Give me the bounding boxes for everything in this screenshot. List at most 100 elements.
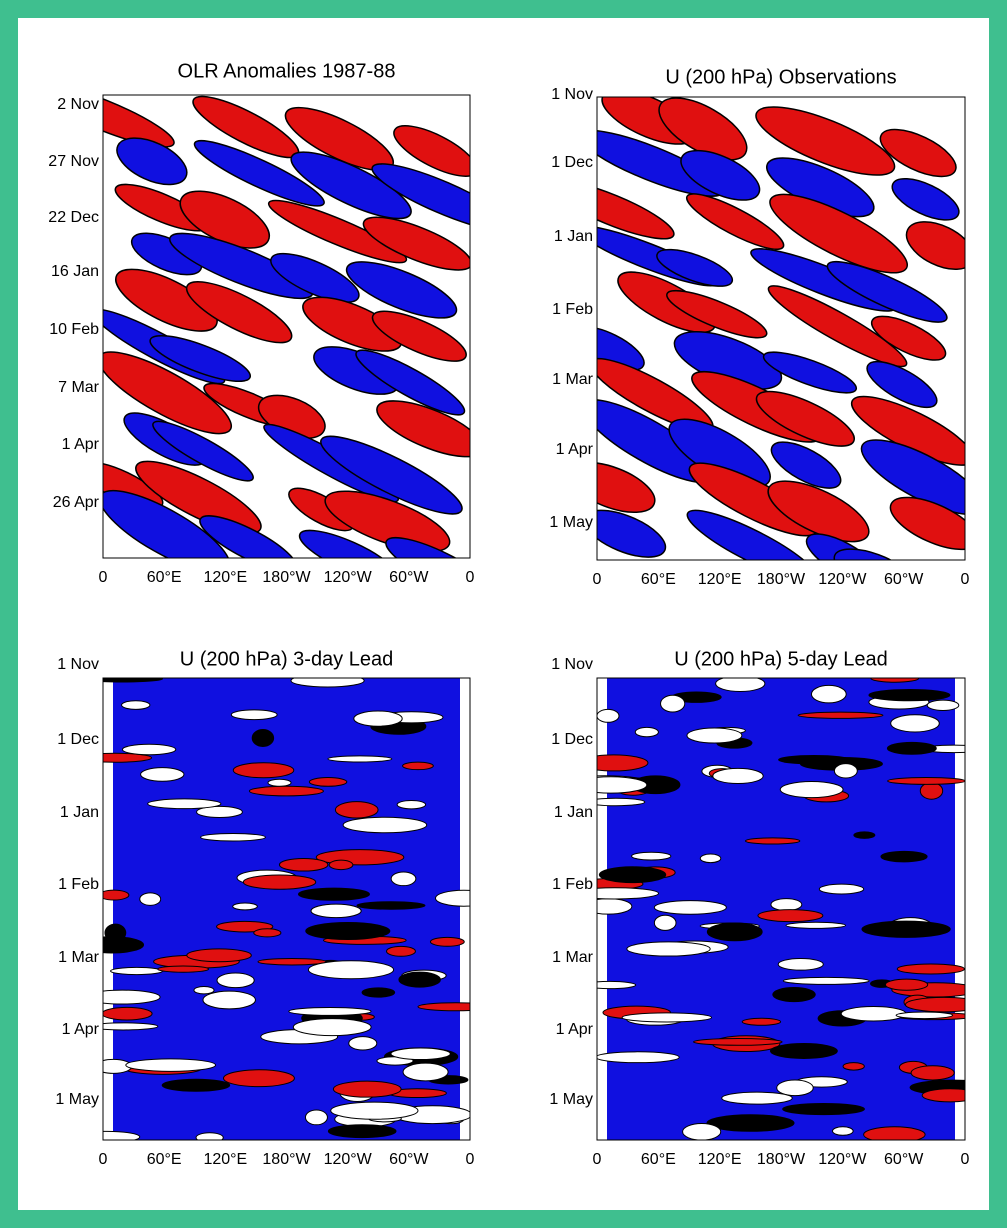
anomaly-blob xyxy=(785,921,847,929)
x-tick-label: 0 xyxy=(99,569,108,586)
anomaly-blob xyxy=(390,871,417,887)
anomaly-blob xyxy=(860,439,965,515)
anomaly-blob xyxy=(891,177,960,221)
anomaly-blob xyxy=(682,1123,722,1140)
x-tick-label: 120°E xyxy=(203,1151,247,1168)
anomaly-blob xyxy=(435,889,470,907)
anomaly-blob xyxy=(330,1101,419,1120)
anomaly-blob xyxy=(315,849,405,866)
anomaly-blob xyxy=(298,529,398,558)
anomaly-blob xyxy=(597,754,649,772)
anomaly-blob xyxy=(308,777,348,787)
anomaly-blob xyxy=(770,898,803,912)
anomaly-blob xyxy=(103,752,153,763)
anomaly-blob xyxy=(334,801,379,819)
anomaly-blob xyxy=(103,1022,159,1031)
anomaly-blob xyxy=(653,900,727,915)
anomaly-blob xyxy=(429,936,465,947)
x-tick-label: 0 xyxy=(99,1151,108,1168)
anomaly-blob xyxy=(140,767,185,782)
x-tick-label: 60°E xyxy=(641,571,676,588)
anomaly-blob xyxy=(779,780,844,799)
contour-field xyxy=(103,678,470,1140)
anomaly-blob xyxy=(390,1047,451,1061)
anomaly-blob xyxy=(767,480,870,543)
anomaly-blob xyxy=(345,261,458,319)
anomaly-blob xyxy=(348,1036,378,1051)
anomaly-blob xyxy=(328,859,354,871)
anomaly-blob xyxy=(597,776,648,794)
anomaly-blob xyxy=(116,137,188,186)
anomaly-blob xyxy=(769,1043,838,1059)
anomaly-blob xyxy=(597,898,633,915)
anomaly-blob xyxy=(840,1006,907,1022)
y-tick-label: 1 Apr xyxy=(62,436,100,453)
anomaly-blob xyxy=(712,767,764,785)
x-tick-label: 0 xyxy=(593,571,602,588)
x-tick-label: 0 xyxy=(961,1151,970,1168)
anomaly-blob xyxy=(332,1080,402,1098)
x-tick-label: 180°W xyxy=(757,571,806,588)
anomaly-blob xyxy=(826,260,948,323)
anomaly-blob xyxy=(685,193,785,251)
anomaly-blob xyxy=(926,699,960,711)
y-tick-label: 1 Mar xyxy=(552,949,594,966)
anomaly-blob xyxy=(292,1018,372,1037)
panel-title: OLR Anomalies 1987-88 xyxy=(178,60,396,82)
anomaly-blob xyxy=(889,496,965,551)
panel-title: U (200 hPa) 3-day Lead xyxy=(180,648,393,670)
contour-field xyxy=(597,678,965,1140)
anomaly-blob xyxy=(755,390,855,447)
anomaly-blob xyxy=(868,688,951,702)
anomaly-blob xyxy=(186,948,252,963)
anomaly-blob xyxy=(193,985,215,995)
anomaly-blob xyxy=(810,684,847,704)
anomaly-blob xyxy=(139,892,162,906)
x-tick-label: 120°E xyxy=(698,1151,742,1168)
anomaly-blob xyxy=(371,163,470,232)
anomaly-blob xyxy=(196,805,243,819)
anomaly-blob xyxy=(741,1017,782,1026)
anomaly-blob xyxy=(597,887,659,900)
y-tick-label: 1 Dec xyxy=(57,731,99,748)
anomaly-blob xyxy=(310,903,362,919)
y-tick-label: 1 Jan xyxy=(60,804,99,821)
plot-frame xyxy=(596,677,966,1141)
anomaly-blob xyxy=(755,106,896,176)
anomaly-blob xyxy=(353,710,403,727)
anomaly-blob xyxy=(103,1006,153,1021)
y-tick-label: 1 May xyxy=(549,1091,593,1108)
anomaly-blob xyxy=(686,509,818,560)
anomaly-blob xyxy=(797,711,884,719)
x-tick-label: 120°E xyxy=(203,569,247,586)
anomaly-blob xyxy=(833,763,858,779)
contour-field xyxy=(103,95,470,558)
x-tick-label: 180°W xyxy=(757,1151,806,1168)
anomaly-blob xyxy=(248,785,324,797)
x-tick-label: 60°E xyxy=(641,1151,676,1168)
anomaly-blob xyxy=(103,678,164,683)
y-tick-label: 1 Dec xyxy=(551,154,593,171)
anomaly-blob xyxy=(115,268,218,332)
anomaly-blob xyxy=(402,761,434,771)
anomaly-blob xyxy=(842,1062,865,1071)
y-tick-label: 1 Feb xyxy=(58,876,99,893)
anomaly-blob xyxy=(598,866,667,884)
anomaly-blob xyxy=(362,216,470,271)
panel-title: U (200 hPa) Observations xyxy=(665,66,896,88)
anomaly-blob xyxy=(327,1124,397,1139)
y-tick-label: 1 Nov xyxy=(57,656,99,673)
anomaly-blob xyxy=(597,1051,680,1064)
anomaly-blob xyxy=(393,125,470,177)
anomaly-blob xyxy=(706,1114,795,1132)
anomaly-blob xyxy=(832,1126,854,1136)
anomaly-blob xyxy=(745,837,801,845)
anomaly-blob xyxy=(910,1065,955,1081)
anomaly-blob xyxy=(870,315,947,361)
y-tick-label: 1 Jan xyxy=(554,228,593,245)
anomaly-blob xyxy=(866,360,938,409)
anomaly-blob xyxy=(267,778,292,787)
y-tick-label: 10 Feb xyxy=(49,321,99,338)
anomaly-blob xyxy=(769,193,909,274)
anomaly-blob xyxy=(356,901,426,910)
